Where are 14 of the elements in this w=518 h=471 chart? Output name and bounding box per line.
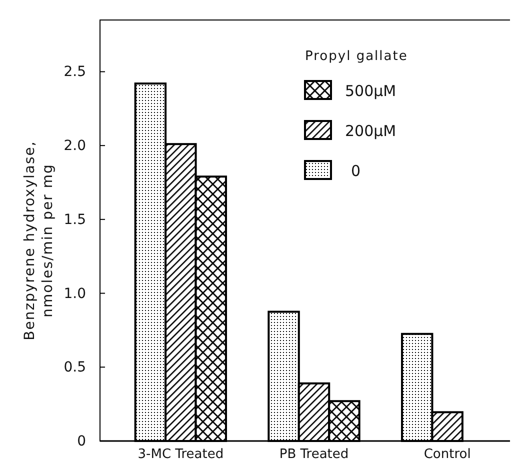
y-tick-label: 1.0 [64, 286, 86, 302]
y-tick-label: 2.0 [64, 138, 86, 154]
y-axis-title: Benzpyrene hydroxylase, nmoles/min per mg [22, 140, 56, 340]
legend-label: 500μM [345, 82, 396, 100]
x-tick-label: Control [424, 447, 471, 462]
y-tick-label: 0.5 [64, 360, 86, 376]
legend-label: 200μM [345, 122, 396, 140]
y-tick-label: 0 [77, 433, 86, 450]
x-tick-label: PB Treated [279, 447, 349, 462]
legend-label: 0 [351, 162, 361, 180]
x-tick-label: 3-MC Treated [138, 447, 224, 462]
y-tick-label: 2.5 [64, 64, 86, 80]
legend-title: Propyl gallate [305, 49, 408, 64]
y-tick-label: 1.5 [64, 212, 86, 228]
